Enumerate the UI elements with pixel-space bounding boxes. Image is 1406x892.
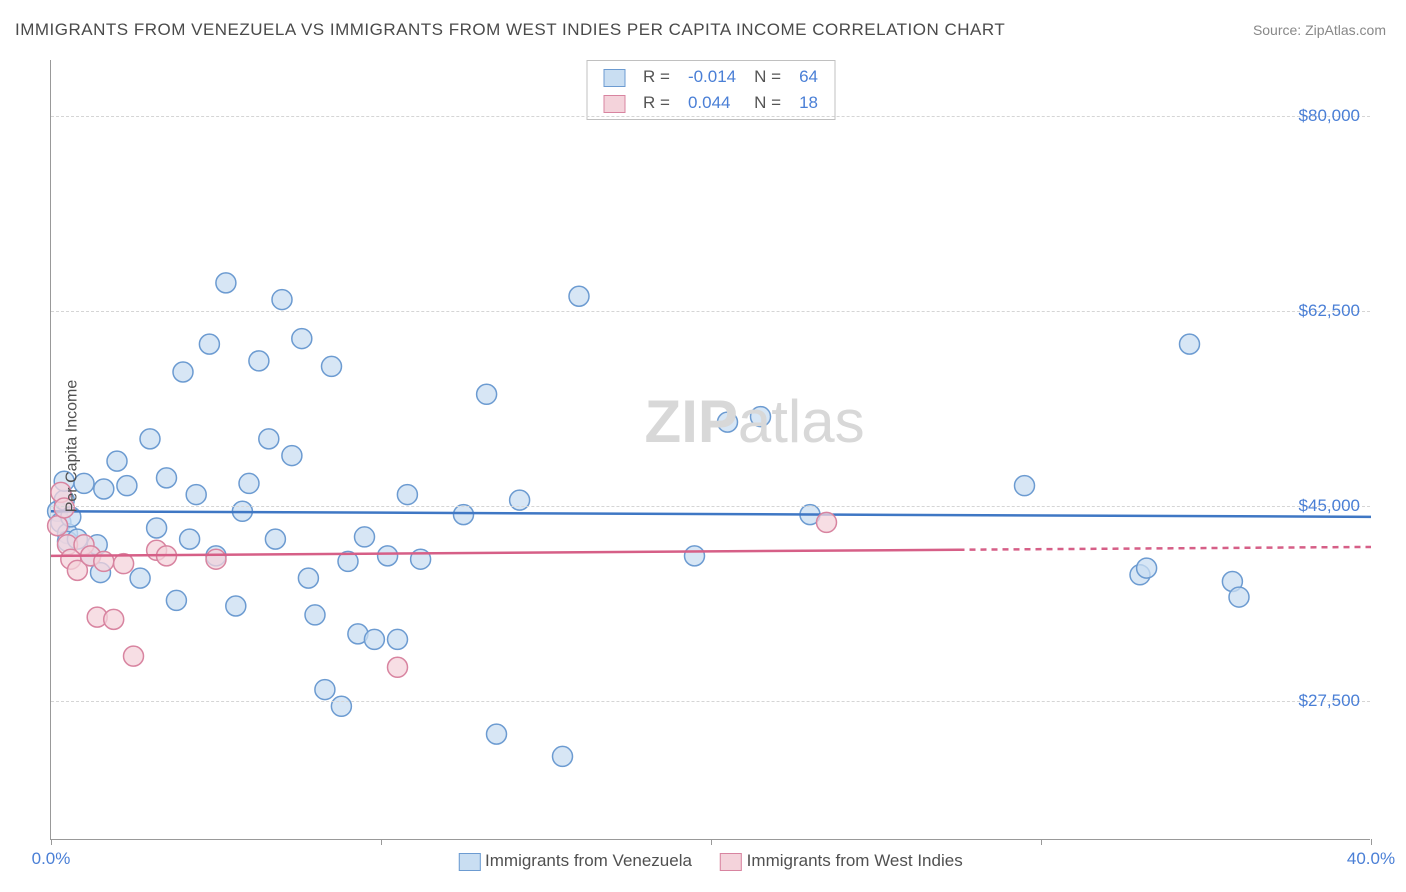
scatter-point-venezuela xyxy=(1015,476,1035,496)
scatter-point-venezuela xyxy=(94,479,114,499)
scatter-point-venezuela xyxy=(107,451,127,471)
legend-label: Immigrants from West Indies xyxy=(747,851,963,870)
legend-row: R =0.044N =18 xyxy=(595,91,826,115)
scatter-point-venezuela xyxy=(305,605,325,625)
scatter-point-venezuela xyxy=(130,568,150,588)
y-tick-label: $45,000 xyxy=(1299,496,1360,516)
watermark-brand-thin: atlas xyxy=(738,388,865,455)
scatter-point-west_indies xyxy=(48,516,68,536)
scatter-point-venezuela xyxy=(397,485,417,505)
watermark-brand: ZIP xyxy=(645,388,738,455)
legend-series: Immigrants from Venezuela Immigrants fro… xyxy=(444,851,976,871)
scatter-point-venezuela xyxy=(249,351,269,371)
scatter-point-west_indies xyxy=(817,512,837,532)
legend-r-label: R = xyxy=(635,91,678,115)
scatter-point-venezuela xyxy=(1229,587,1249,607)
y-axis-label: Per Capita Income xyxy=(63,380,81,513)
scatter-point-venezuela xyxy=(378,546,398,566)
scatter-point-venezuela xyxy=(487,724,507,744)
x-tick xyxy=(711,839,712,845)
legend-correlation: R =-0.014N =64R =0.044N =18 xyxy=(586,60,835,120)
legend-item-venezuela: Immigrants from Venezuela xyxy=(458,851,692,871)
trend-line-west_indies xyxy=(51,550,959,556)
y-tick-label: $80,000 xyxy=(1299,106,1360,126)
scatter-point-venezuela xyxy=(259,429,279,449)
legend-r-value: -0.014 xyxy=(680,65,744,89)
chart-title: IMMIGRANTS FROM VENEZUELA VS IMMIGRANTS … xyxy=(15,20,1005,40)
legend-r-value: 0.044 xyxy=(680,91,744,115)
scatter-point-venezuela xyxy=(226,596,246,616)
scatter-point-venezuela xyxy=(355,527,375,547)
scatter-point-venezuela xyxy=(569,286,589,306)
grid-line xyxy=(51,701,1370,702)
scatter-point-venezuela xyxy=(147,518,167,538)
scatter-point-venezuela xyxy=(173,362,193,382)
legend-n-value: 64 xyxy=(791,65,826,89)
legend-n-label: N = xyxy=(746,65,789,89)
scatter-point-venezuela xyxy=(180,529,200,549)
scatter-point-venezuela xyxy=(454,505,474,525)
scatter-point-venezuela xyxy=(685,546,705,566)
scatter-point-venezuela xyxy=(322,356,342,376)
grid-line xyxy=(51,311,1370,312)
scatter-point-venezuela xyxy=(510,490,530,510)
scatter-point-venezuela xyxy=(1137,558,1157,578)
plot-area: ZIPatlas R =-0.014N =64R =0.044N =18 Imm… xyxy=(50,60,1370,840)
legend-swatch xyxy=(458,853,480,871)
scatter-point-venezuela xyxy=(265,529,285,549)
x-tick-label: 40.0% xyxy=(1347,849,1395,869)
legend-row: R =-0.014N =64 xyxy=(595,65,826,89)
y-tick-label: $27,500 xyxy=(1299,691,1360,711)
scatter-point-venezuela xyxy=(1180,334,1200,354)
grid-line xyxy=(51,116,1370,117)
scatter-point-venezuela xyxy=(117,476,137,496)
legend-n-value: 18 xyxy=(791,91,826,115)
legend-swatch xyxy=(603,69,625,87)
scatter-point-venezuela xyxy=(157,468,177,488)
grid-line xyxy=(51,506,1370,507)
legend-r-label: R = xyxy=(635,65,678,89)
source-label: Source: ZipAtlas.com xyxy=(1253,22,1386,38)
scatter-point-west_indies xyxy=(388,657,408,677)
scatter-point-venezuela xyxy=(315,680,335,700)
watermark: ZIPatlas xyxy=(645,387,865,456)
scatter-point-venezuela xyxy=(331,696,351,716)
scatter-point-west_indies xyxy=(124,646,144,666)
scatter-point-venezuela xyxy=(388,629,408,649)
legend-label: Immigrants from Venezuela xyxy=(485,851,692,870)
scatter-point-venezuela xyxy=(298,568,318,588)
scatter-point-venezuela xyxy=(272,290,292,310)
trend-line-west_indies-extrapolated xyxy=(959,547,1372,550)
legend-swatch xyxy=(720,853,742,871)
scatter-point-venezuela xyxy=(364,629,384,649)
x-tick xyxy=(381,839,382,845)
scatter-point-venezuela xyxy=(186,485,206,505)
legend-n-label: N = xyxy=(746,91,789,115)
scatter-point-venezuela xyxy=(140,429,160,449)
y-tick-label: $62,500 xyxy=(1299,301,1360,321)
scatter-point-venezuela xyxy=(292,329,312,349)
scatter-point-venezuela xyxy=(199,334,219,354)
legend-item-west_indies: Immigrants from West Indies xyxy=(720,851,963,871)
scatter-point-venezuela xyxy=(166,590,186,610)
scatter-point-venezuela xyxy=(216,273,236,293)
scatter-point-west_indies xyxy=(104,609,124,629)
x-tick xyxy=(1371,839,1372,845)
scatter-point-west_indies xyxy=(206,549,226,569)
scatter-point-venezuela xyxy=(477,384,497,404)
legend-swatch xyxy=(603,95,625,113)
scatter-point-venezuela xyxy=(553,746,573,766)
x-tick-label: 0.0% xyxy=(32,849,71,869)
x-tick xyxy=(1041,839,1042,845)
x-tick xyxy=(51,839,52,845)
scatter-point-venezuela xyxy=(282,446,302,466)
scatter-point-venezuela xyxy=(239,473,259,493)
